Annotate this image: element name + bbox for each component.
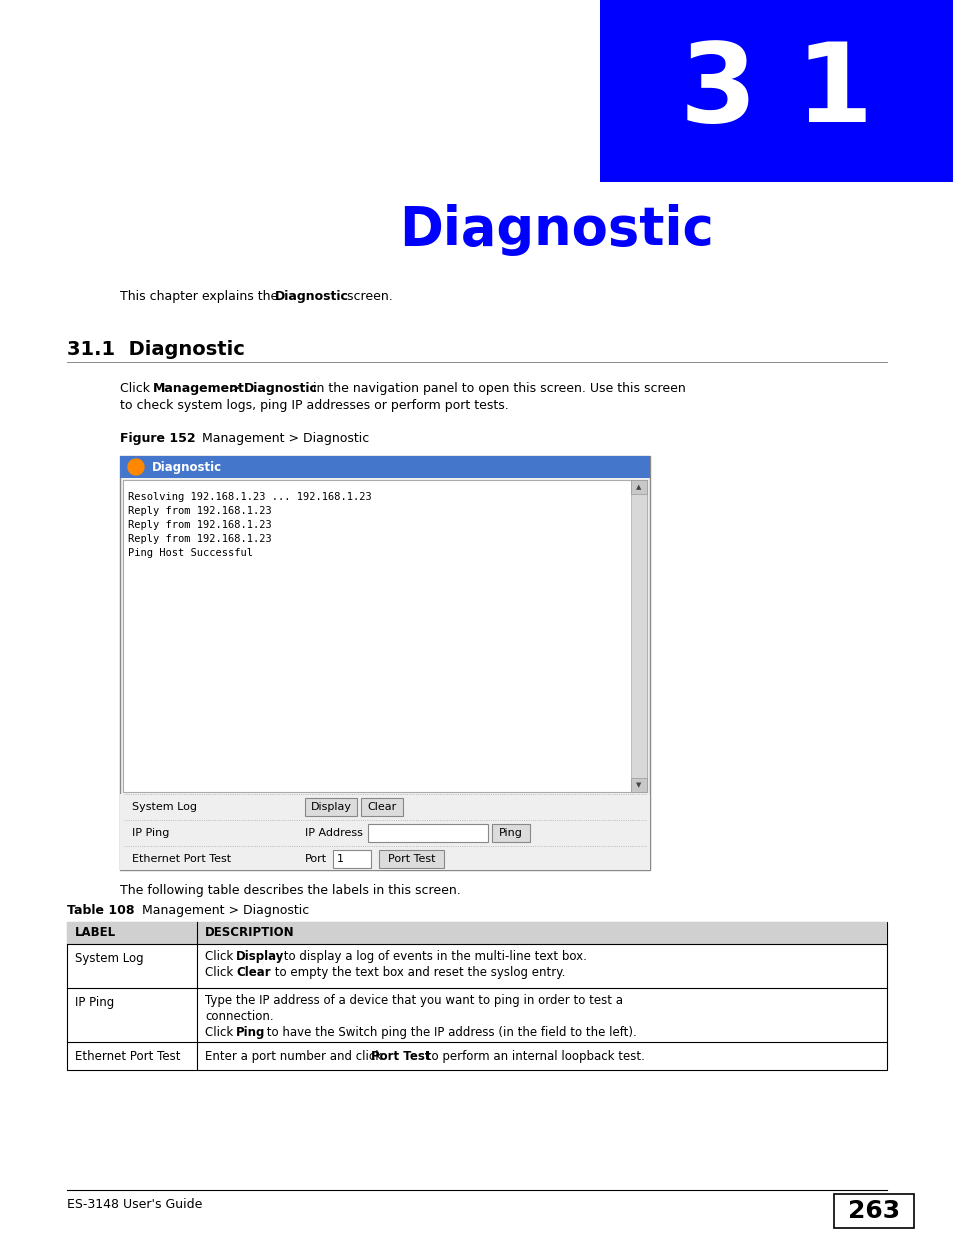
Text: Ping: Ping: [498, 827, 522, 839]
Bar: [599, 0, 953, 182]
Text: 1: 1: [336, 853, 344, 864]
Text: Enter a port number and click: Enter a port number and click: [205, 1050, 385, 1063]
Bar: [368, 824, 488, 842]
Text: to check system logs, ping IP addresses or perform port tests.: to check system logs, ping IP addresses …: [120, 399, 508, 412]
Text: This chapter explains the: This chapter explains the: [120, 290, 282, 303]
Text: to perform an internal loopback test.: to perform an internal loopback test.: [422, 1050, 644, 1063]
FancyBboxPatch shape: [492, 824, 530, 842]
Text: Port Test: Port Test: [371, 1050, 430, 1063]
FancyBboxPatch shape: [378, 850, 443, 868]
Bar: [120, 456, 649, 478]
Text: Resolving 192.168.1.23 ... 192.168.1.23: Resolving 192.168.1.23 ... 192.168.1.23: [128, 492, 372, 501]
Text: Port: Port: [305, 853, 327, 864]
Text: Reply from 192.168.1.23: Reply from 192.168.1.23: [128, 534, 272, 543]
Text: Ping Host Successful: Ping Host Successful: [128, 548, 253, 558]
Text: Figure 152: Figure 152: [120, 432, 195, 445]
Text: Management > Diagnostic: Management > Diagnostic: [190, 432, 369, 445]
Text: System Log: System Log: [75, 952, 144, 965]
Text: 3 1: 3 1: [679, 37, 873, 144]
Text: connection.: connection.: [205, 1010, 274, 1023]
Text: Ethernet Port Test: Ethernet Port Test: [132, 853, 231, 864]
Text: Type the IP address of a device that you want to ping in order to test a: Type the IP address of a device that you…: [205, 994, 622, 1007]
Bar: [833, 1194, 913, 1228]
Text: Clear: Clear: [235, 966, 271, 979]
Text: ▼: ▼: [636, 782, 641, 788]
Text: in the navigation panel to open this screen. Use this screen: in the navigation panel to open this scr…: [309, 382, 685, 395]
Bar: [123, 480, 646, 792]
Text: Reply from 192.168.1.23: Reply from 192.168.1.23: [128, 506, 272, 516]
Text: Display: Display: [235, 950, 284, 963]
Text: Click: Click: [205, 1026, 236, 1039]
Text: to display a log of events in the multi-line text box.: to display a log of events in the multi-…: [280, 950, 586, 963]
Text: Display: Display: [310, 802, 351, 811]
Bar: [67, 923, 886, 1070]
Text: Management: Management: [152, 382, 245, 395]
Circle shape: [128, 459, 144, 475]
Text: IP Ping: IP Ping: [132, 827, 170, 839]
Bar: [120, 794, 649, 869]
Text: ES-3148 User's Guide: ES-3148 User's Guide: [67, 1198, 202, 1212]
Text: IP Address: IP Address: [305, 827, 362, 839]
FancyBboxPatch shape: [360, 798, 402, 816]
Bar: [333, 850, 371, 868]
Bar: [630, 480, 646, 792]
Text: The following table describes the labels in this screen.: The following table describes the labels…: [120, 884, 460, 897]
Text: Click: Click: [205, 966, 236, 979]
Text: System Log: System Log: [132, 802, 196, 811]
Text: Table 108: Table 108: [67, 904, 134, 918]
Text: to have the Switch ping the IP address (in the field to the left).: to have the Switch ping the IP address (…: [263, 1026, 636, 1039]
Text: Diagnostic: Diagnostic: [274, 290, 349, 303]
Text: ▲: ▲: [636, 484, 641, 490]
Text: DESCRIPTION: DESCRIPTION: [205, 926, 294, 940]
Text: IP Ping: IP Ping: [75, 995, 114, 1009]
Text: Diagnostic: Diagnostic: [152, 461, 222, 473]
Bar: [120, 456, 649, 869]
Text: Click: Click: [120, 382, 153, 395]
Text: Click: Click: [205, 950, 236, 963]
Text: to empty the text box and reset the syslog entry.: to empty the text box and reset the sysl…: [271, 966, 565, 979]
Text: Port Test: Port Test: [387, 853, 435, 864]
Bar: [67, 923, 886, 944]
Text: screen.: screen.: [343, 290, 393, 303]
Bar: [630, 480, 646, 494]
Text: Management > Diagnostic: Management > Diagnostic: [130, 904, 309, 918]
Text: Reply from 192.168.1.23: Reply from 192.168.1.23: [128, 520, 272, 530]
Text: 31.1  Diagnostic: 31.1 Diagnostic: [67, 340, 245, 359]
Text: 263: 263: [847, 1199, 899, 1223]
Text: Clear: Clear: [367, 802, 396, 811]
FancyBboxPatch shape: [305, 798, 356, 816]
Text: LABEL: LABEL: [75, 926, 116, 940]
Bar: [630, 778, 646, 792]
Text: Ethernet Port Test: Ethernet Port Test: [75, 1050, 180, 1063]
Text: Diagnostic: Diagnostic: [399, 204, 714, 256]
Text: Diagnostic: Diagnostic: [244, 382, 317, 395]
Text: Ping: Ping: [235, 1026, 265, 1039]
Text: >: >: [226, 382, 244, 395]
